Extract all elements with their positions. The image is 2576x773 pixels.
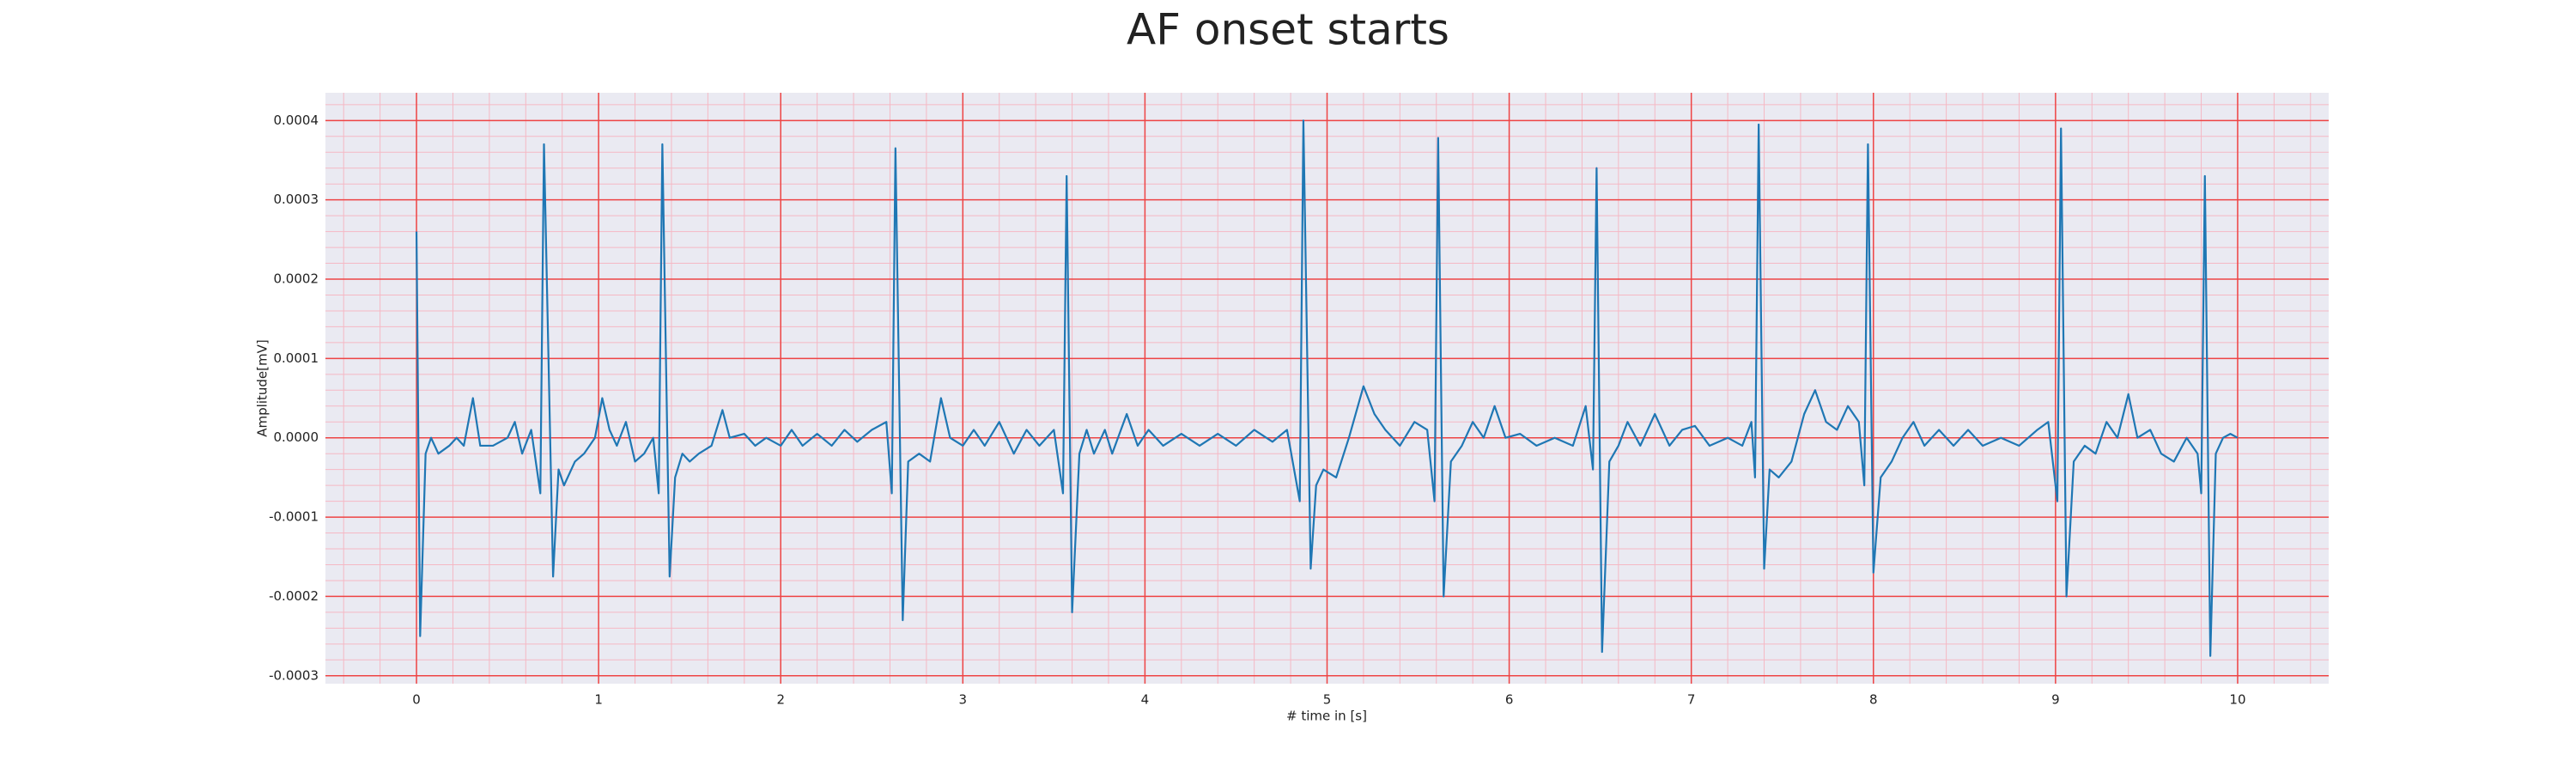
x-tick-label: 2 (776, 692, 785, 708)
x-axis-label: # time in [s] (1286, 709, 1367, 724)
x-tick-label: 6 (1505, 692, 1514, 708)
ecg-line (415, 119, 2239, 657)
major-grid (325, 93, 2329, 684)
chart-title: AF onset starts (1127, 5, 1449, 55)
y-tick-label: 0.0000 (274, 429, 319, 445)
y-tick-label: 0.0002 (274, 271, 319, 287)
y-axis-label: Amplitude[mV] (255, 339, 270, 436)
x-tick-label: 5 (1323, 692, 1332, 708)
y-tick-label: -0.0001 (269, 509, 319, 525)
x-tick-label: 7 (1687, 692, 1696, 708)
y-tick-label: 0.0003 (274, 192, 319, 207)
x-tick-label: 3 (959, 692, 968, 708)
y-tick-label: 0.0004 (274, 113, 319, 128)
x-tick-label: 0 (412, 692, 421, 708)
x-tick-label: 9 (2051, 692, 2060, 708)
x-tick-label: 10 (2229, 692, 2245, 708)
x-tick-label: 1 (594, 692, 603, 708)
y-tick-label: -0.0002 (269, 588, 319, 604)
x-tick-label: 4 (1141, 692, 1150, 708)
y-tick-label: 0.0001 (274, 350, 319, 366)
x-tick-label: 8 (1869, 692, 1878, 708)
y-tick-label: -0.0003 (269, 667, 319, 683)
